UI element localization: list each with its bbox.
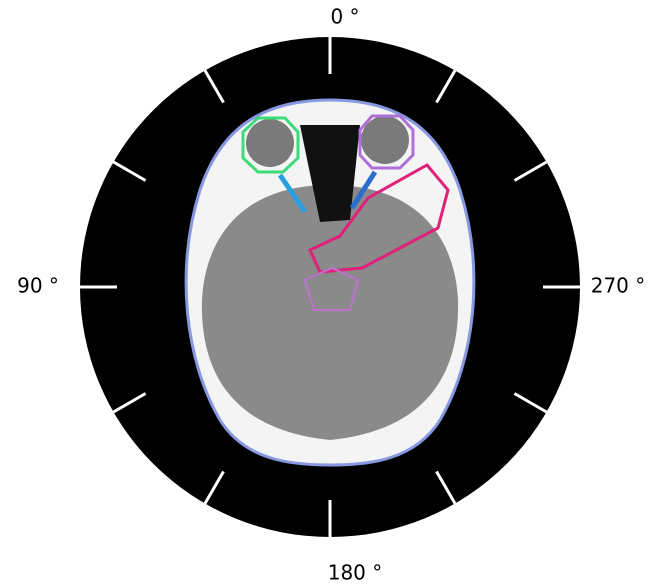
angle-label: 180 ° xyxy=(328,561,383,585)
angle-label: 0 ° xyxy=(330,5,359,29)
angle-label: 270 ° xyxy=(591,274,646,298)
angle-label: 90 ° xyxy=(17,274,59,298)
gantry-view: 0 ° 90 ° 270 ° 180 ° xyxy=(0,0,650,587)
right-eye xyxy=(361,116,409,164)
page: 0 ° 90 ° 270 ° 180 ° xyxy=(0,0,650,587)
brain xyxy=(202,185,458,440)
left-eye xyxy=(246,119,294,167)
